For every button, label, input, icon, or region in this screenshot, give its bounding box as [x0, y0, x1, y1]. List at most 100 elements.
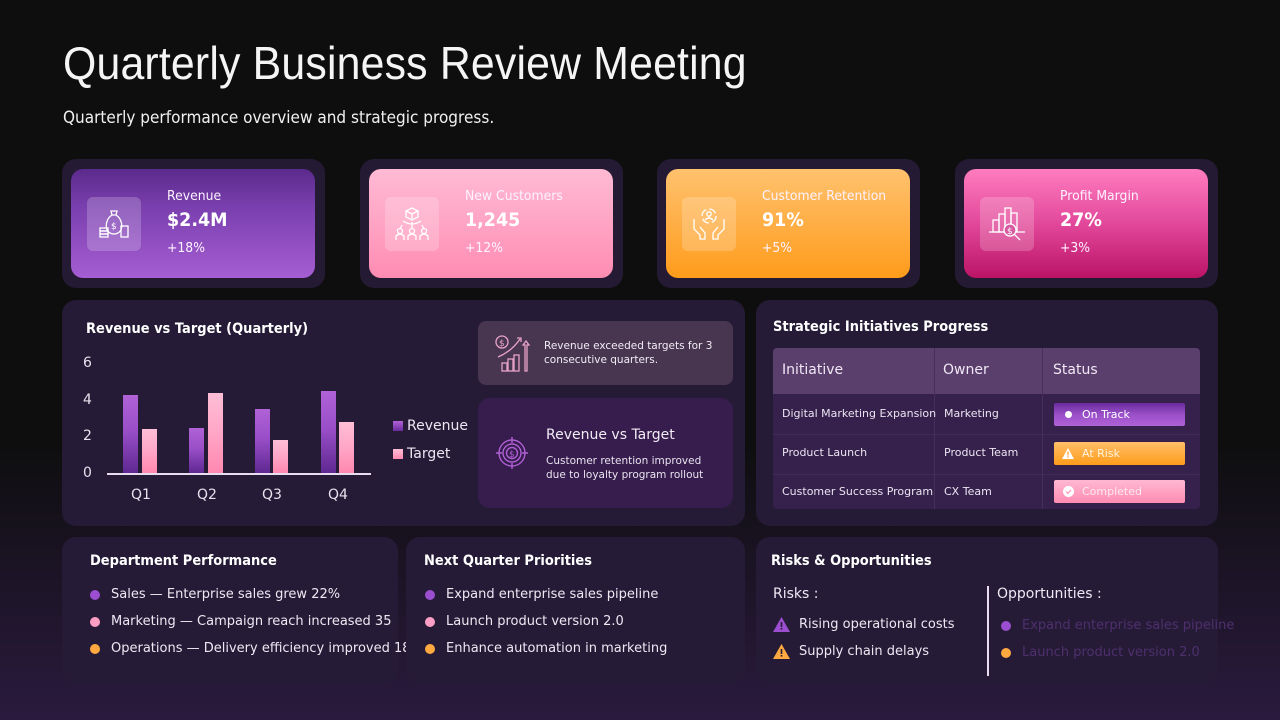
kpi-change: +12% [465, 240, 504, 256]
bullet-dot [1001, 647, 1011, 658]
table-header [773, 348, 1200, 394]
svg-text:$: $ [111, 222, 117, 232]
status-badge: At Risk [1054, 442, 1185, 465]
bullet-dot [425, 643, 435, 654]
priorities-title: Next Quarter Priorities [424, 553, 592, 569]
kpi-value: 27% [1060, 209, 1102, 231]
chart-title: Revenue vs Target (Quarterly) [86, 321, 309, 337]
owner-cell: Product Team [944, 446, 1019, 459]
bar-target-q1 [142, 429, 157, 473]
bar-target-q4 [339, 422, 354, 473]
risk-item: Rising operational costs [773, 617, 955, 632]
target-dollar-icon: $ [494, 435, 530, 475]
dollar-growth-chart-icon: $ [494, 333, 532, 377]
legend-revenue: Revenue [393, 418, 468, 434]
bar-revenue-q3 [255, 409, 270, 473]
kpi-label: Customer Retention [762, 188, 887, 204]
x-tick: Q3 [262, 487, 282, 503]
y-tick: 4 [83, 392, 92, 408]
bar-target-q2 [208, 393, 223, 473]
opportunity-item: Launch product version 2.0 [1001, 645, 1200, 660]
risk-item: Supply chain delays [773, 644, 929, 659]
list-item: Launch product version 2.0 [425, 614, 624, 629]
svg-text:$: $ [499, 339, 505, 349]
list-item: Expand enterprise sales pipeline [425, 587, 658, 602]
bar-revenue-q4 [321, 391, 336, 473]
kpi-label: Revenue [167, 188, 222, 204]
column-header-status: Status [1053, 362, 1098, 378]
column-header-initiative: Initiative [782, 362, 844, 378]
chart-search-dollar-icon: $ [980, 197, 1034, 251]
kpi-card-new-customers: New Customers 1,245 +12% [360, 159, 623, 288]
kpi-label: Profit Margin [1060, 188, 1139, 204]
insight-card: $ Revenue exceeded targets for 3 consecu… [478, 321, 733, 385]
department-panel [62, 537, 398, 683]
kpi-card-revenue: $ Revenue $2.4M +18% [62, 159, 325, 288]
bar-revenue-q1 [123, 395, 138, 473]
x-tick: Q2 [197, 487, 217, 503]
bullet-dot [425, 589, 435, 600]
list-item: Sales — Enterprise sales grew 22% [90, 587, 340, 602]
kpi-card-customer-retention: Customer Retention 91% +5% [657, 159, 920, 288]
risks-opportunities-title: Risks & Opportunities [771, 553, 932, 569]
check-circle-icon [1054, 486, 1082, 497]
bullet-dot [90, 643, 100, 654]
svg-text:$: $ [509, 450, 515, 460]
opportunity-item: Expand enterprise sales pipeline [1001, 618, 1234, 633]
bullet-dot [1001, 620, 1011, 631]
list-item: Enhance automation in marketing [425, 641, 667, 656]
bullet-dot [90, 589, 100, 600]
kpi-label: New Customers [465, 188, 563, 204]
initiatives-title: Strategic Initiatives Progress [773, 319, 989, 335]
kpi-value: 1,245 [465, 209, 521, 231]
kpi-value: 91% [762, 209, 804, 231]
x-tick: Q4 [328, 487, 348, 503]
kpi-change: +3% [1060, 240, 1091, 256]
initiatives-table: Initiative Owner Status Digital Marketin… [773, 348, 1200, 509]
bar-revenue-q2 [189, 428, 204, 473]
owner-cell: Marketing [944, 407, 999, 420]
y-tick: 6 [83, 355, 92, 371]
risks-label: Risks : [773, 586, 819, 602]
opportunities-label: Opportunities : [997, 586, 1102, 602]
page-title: Quarterly Business Review Meeting [63, 37, 747, 89]
initiative-cell: Digital Marketing Expansion [782, 407, 937, 420]
status-badge: Completed [1054, 480, 1185, 503]
y-tick: 2 [83, 428, 92, 444]
money-bag-icon: $ [87, 197, 141, 251]
y-tick: 0 [83, 465, 92, 481]
dot-icon [1054, 411, 1082, 418]
kpi-change: +18% [167, 240, 206, 256]
priorities-panel [406, 537, 745, 683]
insight-card: $ Revenue vs Target Customer retention i… [478, 398, 733, 508]
bullet-dot [90, 616, 100, 627]
status-badge: On Track [1054, 403, 1185, 426]
warning-icon [773, 617, 790, 632]
owner-cell: CX Team [944, 485, 992, 498]
x-tick: Q1 [131, 487, 151, 503]
network-users-icon [385, 197, 439, 251]
column-header-owner: Owner [943, 362, 989, 378]
svg-text:$: $ [1007, 227, 1013, 237]
bar-target-q3 [273, 440, 288, 473]
kpi-value: $2.4M [167, 209, 228, 231]
legend-target: Target [393, 446, 450, 462]
list-item: Marketing — Campaign reach increased 35 [90, 614, 391, 629]
list-item: Operations — Delivery efficiency improve… [90, 641, 423, 656]
warning-icon [1054, 448, 1082, 459]
warning-icon [773, 644, 790, 659]
kpi-change: +5% [762, 240, 793, 256]
initiative-cell: Customer Success Program [782, 485, 934, 498]
legend-swatch [393, 421, 403, 431]
insight-text: Customer retention improved due to loyal… [546, 455, 704, 481]
kpi-card-profit-margin: $ Profit Margin 27% +3% [955, 159, 1218, 288]
department-title: Department Performance [90, 553, 277, 569]
initiative-cell: Product Launch [782, 446, 868, 459]
legend-swatch [393, 449, 403, 459]
insight-title: Revenue vs Target [546, 427, 675, 443]
bullet-dot [425, 616, 435, 627]
hands-user-icon [682, 197, 736, 251]
x-axis-line [107, 473, 371, 475]
divider [987, 586, 989, 676]
insight-text: Revenue exceeded targets for 3 consecuti… [544, 340, 713, 366]
